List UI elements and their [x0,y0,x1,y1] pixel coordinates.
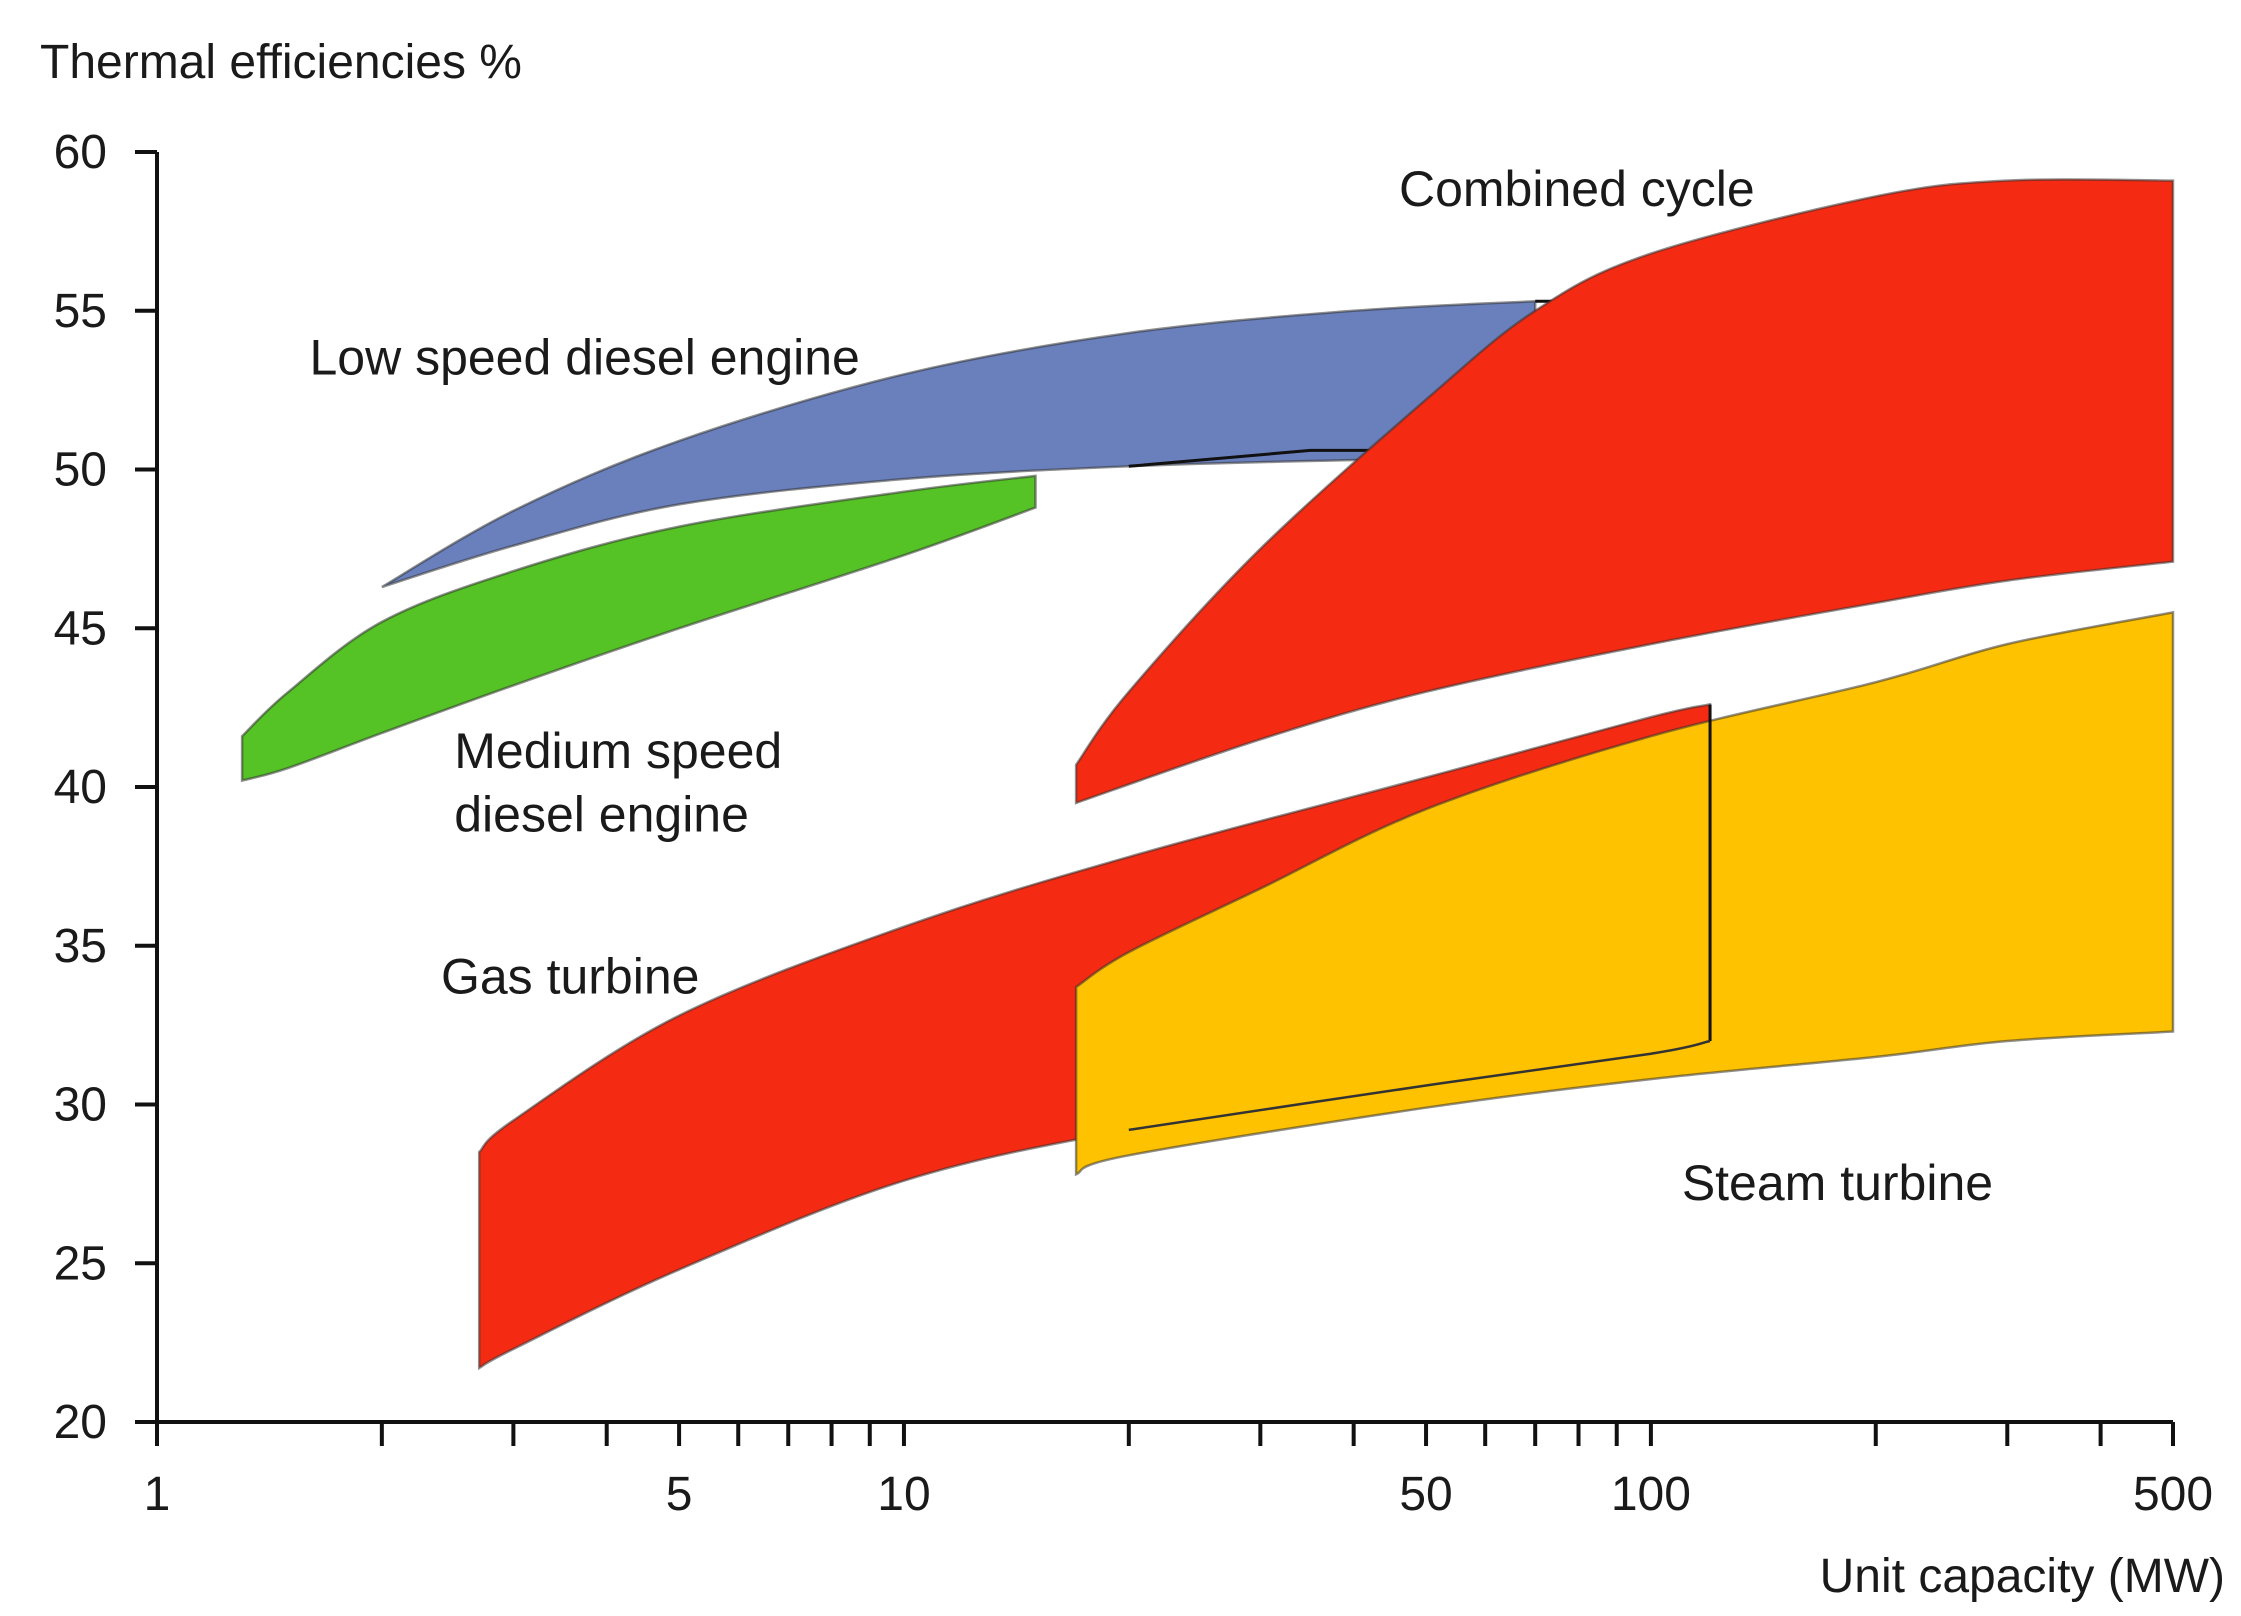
axis-ticks: 1 5 10 50 100 500 20 25 30 35 40 45 50 55 60 [54,126,2213,1521]
region-label: Combined cycle [1399,161,1755,217]
y-tick-label: 45 [54,602,107,655]
y-axis-title: Thermal efficiencies % [40,36,522,89]
x-tick-label: 100 [1611,1468,1691,1521]
chart-texts: Thermal efficiencies % Unit capacity (MW… [40,36,2225,1603]
x-tick-label: 500 [2133,1468,2213,1521]
x-tick-label: 1 [144,1468,171,1521]
x-tick-label: 5 [666,1468,693,1521]
region-label: Medium speed [454,723,782,779]
y-tick-label: 55 [54,285,107,338]
y-tick-label: 20 [54,1396,107,1449]
y-tick-label: 35 [54,920,107,973]
region-combined-cycle [1074,178,2175,805]
y-tick-label: 40 [54,761,107,814]
y-tick-label: 60 [54,126,107,179]
y-tick-label: 30 [54,1079,107,1132]
region-label: Low speed diesel engine [309,329,859,385]
region-medium-speed-diesel-engine [240,474,1037,783]
region-labels: Low speed diesel engine Medium speed diese… [309,161,1993,1211]
region-label: Gas turbine [441,948,699,1004]
x-axis-title: Unit capacity (MW) [1820,1550,2225,1603]
gas-turbine-lower-edge [1128,1039,1711,1132]
x-tick-label: 50 [1399,1468,1452,1521]
region-steam-turbine [1074,610,2175,1177]
x-tick-label: 10 [877,1468,930,1521]
y-tick-label: 50 [54,444,107,497]
efficiency-regions [240,178,2175,1371]
region-label: diesel engine [454,786,749,842]
region-label: Steam turbine [1682,1155,1993,1211]
y-tick-label: 25 [54,1237,107,1290]
